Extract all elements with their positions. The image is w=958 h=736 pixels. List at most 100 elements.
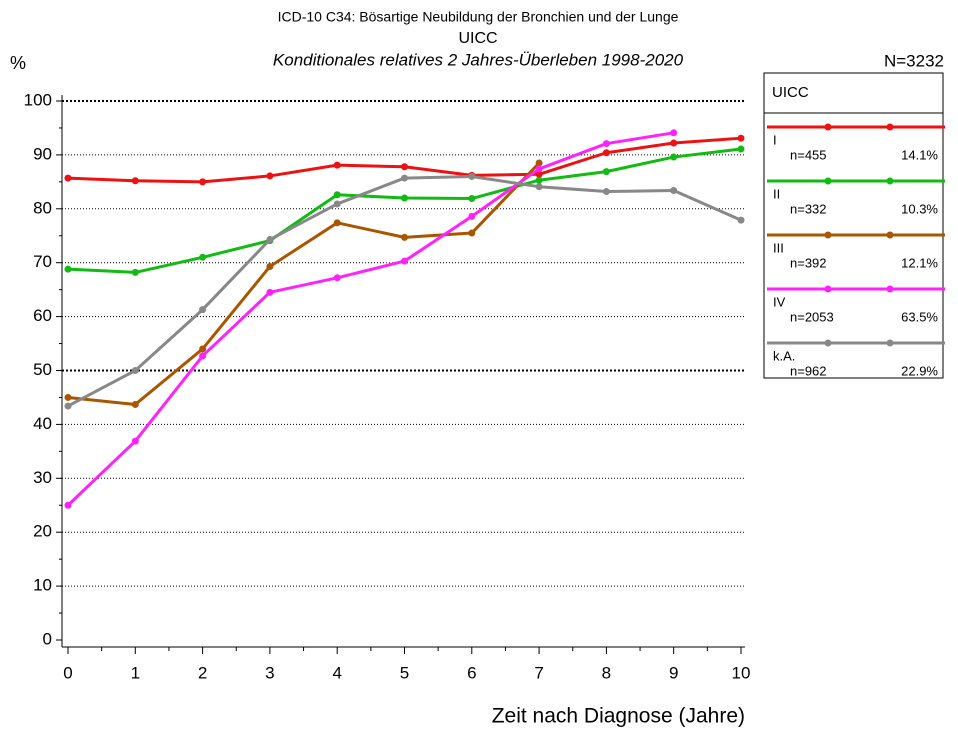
x-tick-label: 0 bbox=[63, 663, 72, 682]
x-tick-label: 2 bbox=[198, 663, 207, 682]
x-tick-label: 5 bbox=[400, 663, 409, 682]
legend-marker bbox=[824, 231, 832, 239]
legend-share: 22.9% bbox=[901, 363, 938, 378]
legend-marker bbox=[886, 123, 894, 131]
legend-label: I bbox=[773, 132, 777, 147]
data-point bbox=[737, 145, 745, 153]
legend-marker bbox=[824, 285, 832, 293]
x-tick-label: 8 bbox=[602, 663, 611, 682]
data-point bbox=[333, 161, 341, 169]
chart-subtitle: UICC bbox=[458, 30, 497, 47]
data-point bbox=[602, 140, 610, 148]
data-point bbox=[64, 402, 72, 410]
legend-marker bbox=[886, 177, 894, 185]
data-point bbox=[535, 159, 543, 167]
y-tick-label: 30 bbox=[33, 468, 52, 487]
legend-box bbox=[763, 72, 944, 379]
y-tick-label: 100 bbox=[24, 90, 52, 109]
data-point bbox=[131, 437, 139, 445]
data-point bbox=[468, 195, 476, 203]
series-line bbox=[66, 131, 674, 507]
x-tick-label: 10 bbox=[732, 663, 751, 682]
series-line bbox=[67, 174, 742, 408]
data-point bbox=[401, 194, 408, 202]
data-point bbox=[333, 274, 341, 282]
data-point bbox=[535, 176, 543, 184]
data-point bbox=[131, 400, 139, 408]
data-point bbox=[535, 165, 543, 173]
data-point bbox=[468, 172, 476, 180]
y-tick-label: 70 bbox=[33, 252, 52, 271]
data-point bbox=[737, 216, 745, 224]
y-tick-label: 60 bbox=[33, 306, 52, 325]
legend-marker bbox=[824, 177, 832, 185]
x-tick-label: 9 bbox=[669, 663, 678, 682]
data-point bbox=[401, 257, 408, 265]
data-point bbox=[131, 177, 139, 185]
data-point bbox=[401, 163, 408, 171]
legend-share: 63.5% bbox=[901, 309, 938, 324]
legend-count: n=2053 bbox=[790, 309, 834, 324]
x-tick-label: 1 bbox=[131, 663, 140, 682]
data-point bbox=[670, 129, 678, 137]
legend-marker bbox=[824, 123, 832, 131]
y-axis-label: % bbox=[10, 53, 26, 73]
legend-marker bbox=[886, 231, 894, 239]
data-point bbox=[266, 288, 274, 296]
y-tick-label: 10 bbox=[33, 576, 52, 595]
data-point bbox=[401, 174, 408, 182]
y-tick-label: 20 bbox=[33, 522, 52, 541]
data-point bbox=[401, 233, 408, 241]
y-tick-label: 50 bbox=[33, 360, 52, 379]
series-line bbox=[67, 161, 541, 406]
data-point bbox=[535, 183, 543, 191]
y-tick-label: 90 bbox=[33, 144, 52, 163]
y-tick-label: 0 bbox=[43, 629, 52, 648]
data-point bbox=[266, 236, 274, 244]
legend-count: n=392 bbox=[790, 255, 827, 270]
data-point bbox=[64, 501, 72, 509]
data-point bbox=[199, 253, 207, 261]
legend-label: II bbox=[773, 186, 780, 201]
data-point bbox=[468, 229, 476, 237]
data-point bbox=[602, 168, 610, 176]
data-point bbox=[199, 345, 207, 353]
data-point bbox=[64, 174, 72, 182]
data-point bbox=[266, 262, 274, 270]
legend-marker bbox=[824, 339, 832, 347]
data-point bbox=[670, 139, 678, 147]
x-tick-label: 7 bbox=[534, 663, 543, 682]
x-tick-label: 4 bbox=[332, 663, 341, 682]
legend-count: n=962 bbox=[790, 363, 827, 378]
data-point bbox=[333, 200, 341, 208]
data-point bbox=[199, 352, 207, 360]
x-axis-label: Zeit nach Diagnose (Jahre) bbox=[492, 705, 745, 728]
legend-share: 12.1% bbox=[901, 255, 938, 270]
data-point bbox=[131, 367, 139, 374]
legend-title: UICC bbox=[772, 84, 809, 101]
data-point bbox=[131, 268, 139, 276]
data-point bbox=[737, 134, 745, 142]
x-tick-label: 6 bbox=[467, 663, 476, 682]
legend-marker bbox=[886, 339, 894, 347]
data-point bbox=[468, 212, 476, 220]
legend-label: k.A. bbox=[773, 348, 795, 363]
total-label: N=3232 bbox=[884, 51, 944, 70]
legend-label: IV bbox=[773, 294, 786, 309]
data-point bbox=[535, 170, 543, 178]
data-point bbox=[64, 265, 72, 273]
legend-marker bbox=[886, 285, 894, 293]
legend-share: 14.1% bbox=[901, 147, 938, 162]
legend-count: n=332 bbox=[790, 201, 827, 216]
y-tick-label: 40 bbox=[33, 414, 52, 433]
data-point bbox=[602, 188, 610, 196]
chart-title: ICD-10 C34: Bösartige Neubildung der Bro… bbox=[278, 9, 679, 25]
data-point bbox=[333, 191, 341, 199]
data-point bbox=[670, 186, 678, 194]
data-point bbox=[670, 153, 678, 161]
data-point bbox=[199, 178, 207, 186]
data-point bbox=[266, 172, 274, 180]
legend-share: 10.3% bbox=[901, 201, 938, 216]
